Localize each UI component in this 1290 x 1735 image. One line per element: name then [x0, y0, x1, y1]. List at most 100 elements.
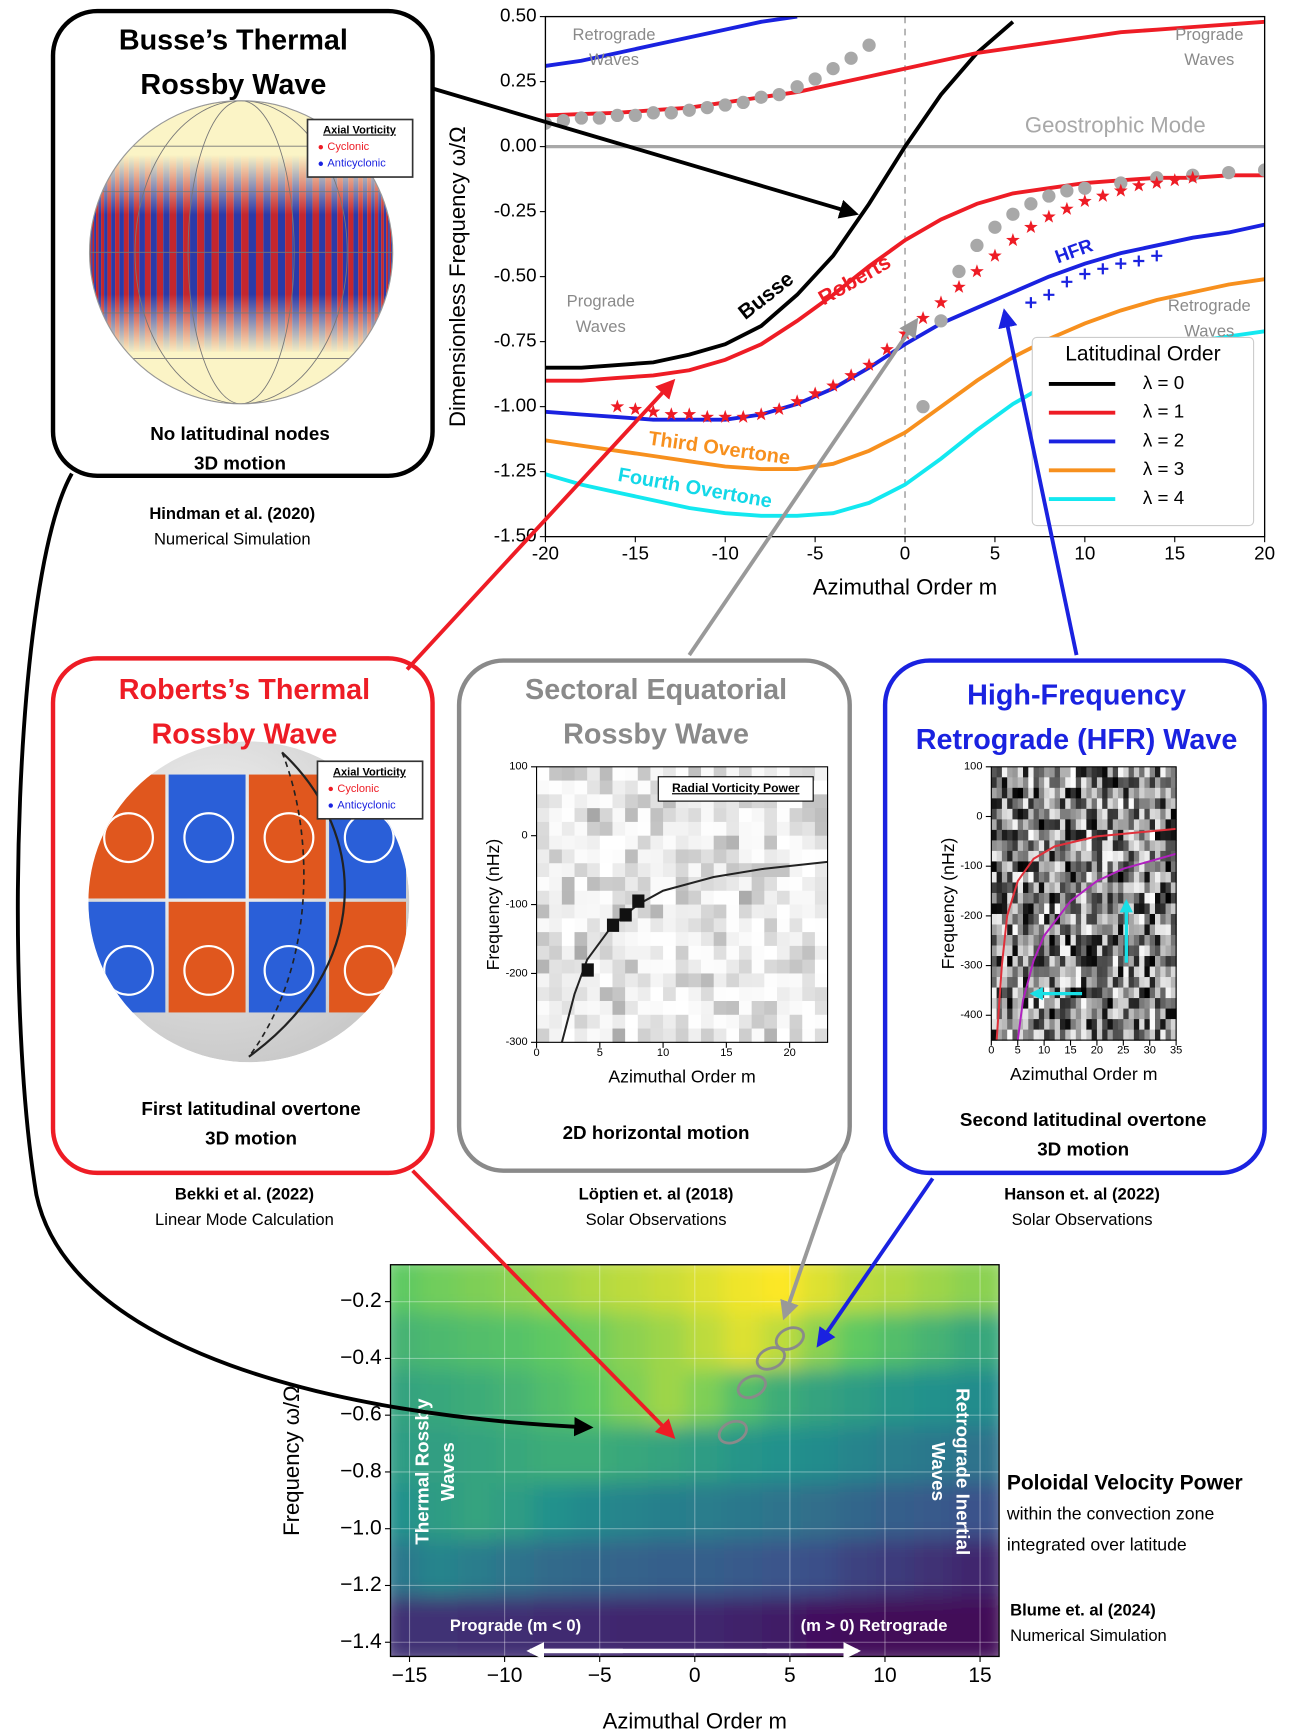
texture-cell: [1002, 967, 1008, 978]
texture-cell: [1065, 777, 1071, 788]
texture-cell: [600, 905, 613, 919]
texture-cell: [1060, 882, 1066, 893]
texture-cell: [802, 822, 815, 836]
texture-cell: [600, 836, 613, 850]
texture-cell: [1107, 914, 1113, 925]
texture-cell: [1034, 777, 1040, 788]
texture-cell: [1097, 988, 1103, 999]
texture-cell: [1155, 998, 1161, 1009]
texture-cell: [1012, 798, 1018, 809]
texture-cell: [1166, 1019, 1172, 1030]
texture-cell: [1134, 767, 1140, 778]
texture-cell: [764, 1029, 777, 1043]
texture-cell: [1076, 819, 1082, 830]
x-tick-label: 5: [990, 542, 1000, 563]
texture-cell: [1086, 967, 1092, 978]
texture-cell: [1002, 767, 1008, 778]
texture-cell: [752, 918, 765, 932]
texture-cell: [1144, 935, 1150, 946]
texture-cell: [650, 808, 663, 822]
texture-cell: [1002, 872, 1008, 883]
texture-cell: [1129, 977, 1135, 988]
texture-cell: [575, 822, 588, 836]
scatter-dot: [862, 39, 875, 52]
texture-cell: [790, 960, 803, 974]
x-tick-label: −10: [487, 1664, 523, 1687]
texture-cell: [1007, 767, 1013, 778]
arrow: [433, 89, 856, 214]
texture-cell: [1039, 767, 1045, 778]
texture-cell: [1049, 861, 1055, 872]
texture-cell: [562, 808, 575, 822]
texture-cell: [1002, 798, 1008, 809]
texture-cell: [562, 836, 575, 850]
texture-cell: [991, 903, 997, 914]
texture-cell: [1081, 935, 1087, 946]
texture-cell: [1060, 893, 1066, 904]
texture-cell: [1139, 977, 1145, 988]
texture-cell: [1065, 819, 1071, 830]
panel-caption: 2D horizontal motion: [563, 1122, 750, 1143]
texture-cell: [562, 781, 575, 795]
texture-cell: [650, 1001, 663, 1015]
texture-cell: [1065, 935, 1071, 946]
y-axis-label: Frequency ω/Ω: [279, 1385, 304, 1536]
texture-cell: [1071, 1019, 1077, 1030]
scatter-cross: [1097, 263, 1108, 274]
texture-cell: [991, 861, 997, 872]
texture-cell: [790, 932, 803, 946]
texture-cell: [1060, 809, 1066, 820]
texture-cell: [1028, 798, 1034, 809]
texture-cell: [1060, 1019, 1066, 1030]
legend-label: Anticyclonic: [337, 799, 396, 811]
texture-cell: [1060, 861, 1066, 872]
texture-cell: [1102, 777, 1108, 788]
texture-cell: [739, 987, 752, 1001]
legend-label: λ = 2: [1143, 429, 1184, 450]
texture-cell: [1081, 767, 1087, 778]
texture-cell: [1018, 861, 1024, 872]
texture-cell: [1150, 788, 1156, 799]
texture-cell: [600, 808, 613, 822]
credit: Blume et. al (2024): [1010, 1600, 1156, 1619]
texture-cell: [1160, 893, 1166, 904]
texture-cell: [815, 960, 828, 974]
texture-cell: [1081, 777, 1087, 788]
texture-cell: [991, 914, 997, 925]
texture-cell: [1007, 967, 1013, 978]
texture-cell: [625, 973, 638, 987]
texture-cell: [575, 836, 588, 850]
texture-cell: [562, 822, 575, 836]
texture-cell: [1097, 1009, 1103, 1020]
x-axis-label: Azimuthal Order m: [603, 1709, 787, 1734]
scatter-dot: [1006, 208, 1019, 221]
texture-cell: [1150, 882, 1156, 893]
texture-cell: [739, 932, 752, 946]
texture-cell: [1081, 998, 1087, 1009]
texture-cell: [1018, 967, 1024, 978]
texture-cell: [1071, 998, 1077, 1009]
texture-cell: [991, 1009, 997, 1020]
texture-cell: [1155, 924, 1161, 935]
texture-cell: [726, 932, 739, 946]
texture-cell: [1044, 1019, 1050, 1030]
texture-cell: [1044, 977, 1050, 988]
x-tick-label: -15: [622, 542, 649, 563]
texture-cell: [764, 863, 777, 877]
scatter-cross: [1025, 297, 1036, 308]
texture-cell: [1044, 882, 1050, 893]
texture-cell: [600, 863, 613, 877]
texture-cell: [1155, 977, 1161, 988]
texture-cell: [1044, 935, 1050, 946]
texture-cell: [1071, 1030, 1077, 1041]
texture-cell: [1023, 946, 1029, 957]
texture-cell: [1123, 998, 1129, 1009]
texture-cell: [1049, 809, 1055, 820]
y-tick-label: -300: [960, 959, 982, 971]
texture-cell: [1065, 946, 1071, 957]
texture-cell: [1034, 1009, 1040, 1020]
texture-cell: [1044, 777, 1050, 788]
texture-cell: [1107, 1019, 1113, 1030]
texture-cell: [1065, 830, 1071, 841]
texture-cell: [1044, 872, 1050, 883]
